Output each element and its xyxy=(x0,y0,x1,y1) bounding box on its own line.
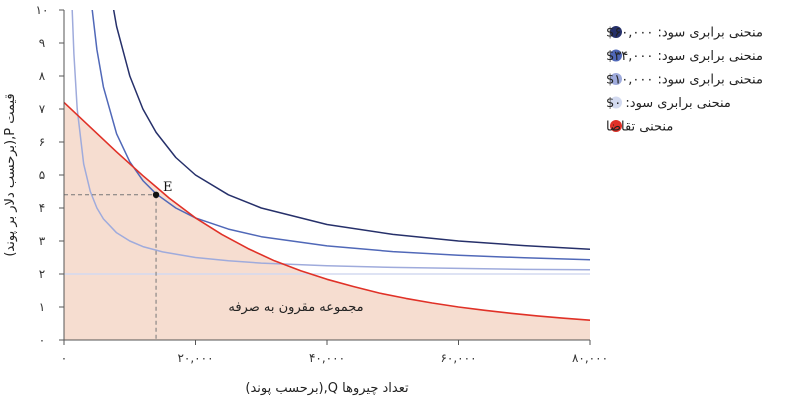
y-tick-label: ۷ xyxy=(39,102,46,116)
y-tick-label: ۵ xyxy=(39,168,45,182)
legend-swatch xyxy=(610,73,622,85)
guides-layer xyxy=(64,191,160,340)
isoprofit-curve-60000 xyxy=(112,10,590,251)
legend-label: منحنی برابری سود: ۰$ xyxy=(606,96,731,111)
legend-swatch xyxy=(610,26,622,38)
y-axis-title: قیمت P,(برحسب دلار بر پوند) xyxy=(3,93,18,256)
legend-swatch xyxy=(610,49,622,62)
legend: منحنی برابری سود: ۶۰,۰۰۰$ منحنی برابری سو… xyxy=(606,26,763,135)
y-tick-label: ۴ xyxy=(39,201,45,215)
isoprofit-curve-10000 xyxy=(71,10,590,271)
curves-layer xyxy=(64,10,590,322)
y-tick-label: ۱۰ xyxy=(36,3,49,17)
legend-item: منحنی برابری سود: ۳۴,۰۰۰$ xyxy=(606,49,763,64)
y-tick-label: ۳ xyxy=(39,234,46,248)
y-tick-label: ۰ xyxy=(39,333,45,347)
axes-layer: ۰ ۱ ۲ ۳ ۴ ۵ ۶ ۷ ۸ ۹ ۱۰ ۰ ۲۰,۰۰۰ ۴۰,۰۰۰ ۶۰,۰۰۰ ۸۰,۰۰۰ xyxy=(36,3,608,365)
feasible-set-layer xyxy=(64,102,590,340)
y-tick-label: ۹ xyxy=(39,36,45,50)
legend-label: منحنی برابری سود: ۶۰,۰۰۰$ xyxy=(606,26,763,41)
legend-label: منحنی برابری سود: ۱۰,۰۰۰$ xyxy=(606,73,763,88)
legend-item: منحنی برابری سود: ۱۰,۰۰۰$ xyxy=(606,73,763,88)
x-axis-title: تعداد چیروها Q,(برحسب پوند) xyxy=(245,381,409,396)
x-tick-label: ۲۰,۰۰۰ xyxy=(177,351,213,365)
legend-label: منحنی برابری سود: ۳۴,۰۰۰$ xyxy=(606,49,763,64)
point-e-marker xyxy=(152,191,160,198)
feasible-set-label: مجموعه مقرون به صرفه xyxy=(228,300,363,315)
feasible-set-area xyxy=(64,102,590,340)
x-tick-label: ۰ xyxy=(61,351,67,365)
legend-item: منحنی برابری سود: ۶۰,۰۰۰$ xyxy=(606,26,763,41)
y-tick-label: ۶ xyxy=(39,135,45,149)
legend-item: منحنی برابری سود: ۰$ xyxy=(606,96,731,111)
legend-swatch xyxy=(610,96,622,109)
demand-curve xyxy=(64,101,590,322)
point-e-label: E xyxy=(163,180,173,195)
x-tick-label: ۸۰,۰۰۰ xyxy=(572,351,608,365)
y-tick-label: ۲ xyxy=(39,267,45,281)
legend-swatch xyxy=(610,120,622,132)
x-tick-label: ۴۰,۰۰۰ xyxy=(309,351,345,365)
y-tick-label: ۱ xyxy=(39,300,45,314)
text-layer: E تعداد چیروها Q,(برحسب پوند) قیمت P,(برحس… xyxy=(3,93,409,396)
y-tick-label: ۸ xyxy=(39,69,46,83)
x-tick-label: ۶۰,۰۰۰ xyxy=(440,351,476,365)
legend-label: منحنی تقاضا xyxy=(606,120,673,135)
legend-item: منحنی تقاضا xyxy=(606,120,673,135)
isoprofit-curve-34000 xyxy=(91,10,590,261)
